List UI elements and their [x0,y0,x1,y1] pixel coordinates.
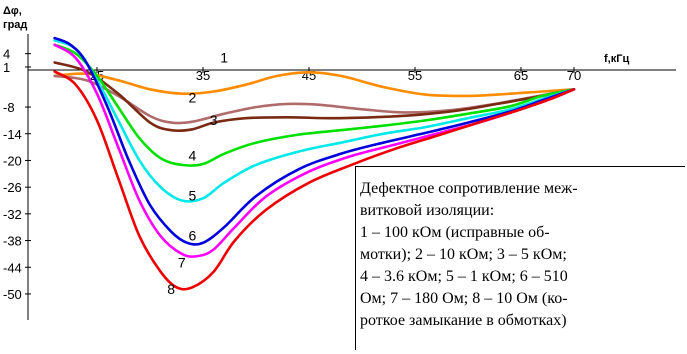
y-tick-label: -8 [3,100,15,115]
series-line-1 [53,71,576,98]
series-line-5 [53,39,576,203]
y-tick-label: -50 [3,287,22,302]
y-tick-label: 4 [3,47,10,62]
y-tick-label: -14 [3,127,22,142]
curve-label-7: 7 [178,254,186,270]
y-tick-label: -44 [3,260,22,275]
x-axis-label: f,кГц [604,53,629,65]
y-tick-label: -26 [3,180,22,195]
curve-label-8: 8 [167,281,175,297]
curve-label-5: 5 [189,188,197,204]
series-line-8 [53,70,576,291]
legend-line: 4 – 3.6 кОм; 5 – 1 кОм; 6 – 510 [360,268,568,285]
x-tick-label: 70 [567,68,581,83]
legend-line: 1 – 100 кОм (исправные об- [360,224,550,241]
legend-line: Дефектное сопротивление меж- [360,180,578,197]
y-axis-label-line1: Δφ, [3,5,22,17]
curve-label-6: 6 [189,228,197,244]
curve-label-4: 4 [189,147,197,163]
y-tick-label: -20 [3,153,22,168]
y-tick-label: 1 [3,60,10,75]
legend-line: мотки); 2 – 10 кОм; 3 – 5 кОм; [360,246,567,263]
x-tick-label: 45 [302,68,316,83]
curves [53,36,576,291]
series-line-4 [53,43,576,167]
series-line-3 [53,61,576,133]
curve-label-3: 3 [210,112,218,128]
legend-line: Ом; 7 – 180 Ом; 8 – 10 Ом (ко- [360,290,568,307]
y-axis-label-line2: град [3,19,27,31]
legend-text: Дефектное сопротивление меж-витковой изо… [360,178,678,332]
legend-box [355,166,685,350]
curve-label-2: 2 [189,90,197,106]
x-tick-label: 35 [196,68,210,83]
x-tick-label: 65 [514,68,528,83]
series-line-6 [53,36,576,246]
y-tick-label: -32 [3,207,22,222]
y-tick-label: -38 [3,234,22,249]
legend-line: витковой изоляции: [360,202,495,219]
axes [25,34,676,320]
curve-label-1: 1 [220,50,228,66]
x-tick-label: 55 [408,68,422,83]
legend-line: роткое замыкание в обмотках) [360,312,567,329]
